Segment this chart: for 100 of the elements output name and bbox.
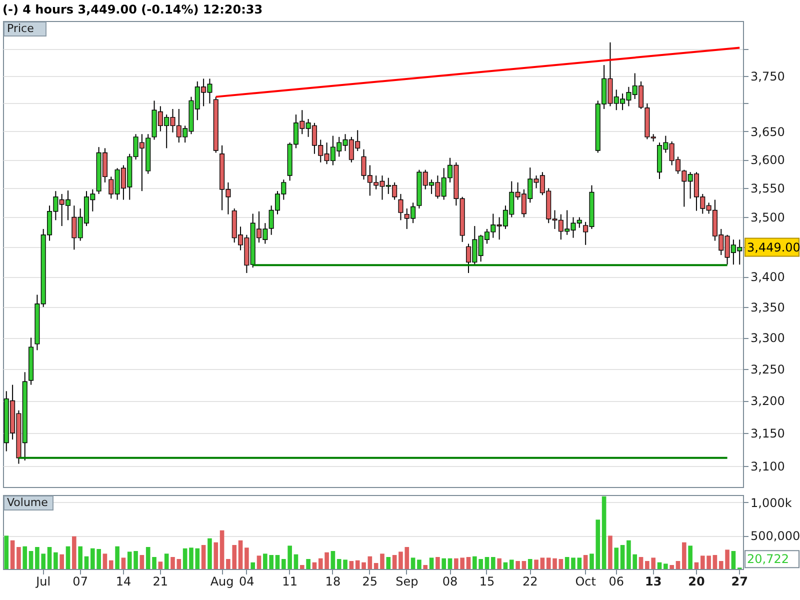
bar (220, 530, 224, 569)
bar (497, 558, 502, 569)
bar (164, 554, 169, 569)
bar (620, 545, 625, 569)
bar (275, 555, 280, 569)
bar (694, 562, 699, 569)
x-tick-label: 15 (479, 574, 495, 588)
text: 20,722 (747, 552, 789, 566)
y-tick-label: 3,300 (750, 331, 785, 346)
chart-title: Volume (7, 496, 48, 509)
bar (121, 558, 126, 569)
x-tick-label: Sep (396, 574, 418, 588)
bar (16, 547, 21, 569)
x-tick-label: Aug (210, 574, 234, 588)
bar (170, 557, 175, 569)
y-tick-label: 3,200 (750, 394, 785, 408)
bar (676, 561, 680, 569)
bar (522, 561, 526, 569)
bar (564, 557, 570, 569)
bar (250, 562, 256, 569)
bar (688, 546, 692, 569)
y-tick-label: 3,250 (750, 362, 785, 376)
bar (300, 565, 304, 569)
candlestick (398, 193, 404, 221)
x-tick-label: 27 (731, 574, 748, 588)
bar (712, 555, 718, 569)
y-tick-label: 3,750 (750, 69, 785, 84)
bar (182, 548, 188, 569)
y-tick-label: 3,400 (750, 270, 785, 284)
bar (731, 551, 736, 569)
bar (368, 556, 372, 569)
x-tick-label: Jul (35, 574, 51, 588)
x-tick-label: 06 (608, 574, 624, 588)
bar (448, 558, 452, 569)
x-tick-label: 20 (688, 574, 705, 588)
x-tick-label: 22 (522, 574, 538, 588)
bar (528, 559, 532, 569)
bar (410, 558, 416, 569)
bar (312, 562, 317, 569)
x-tick-label: Oct (575, 574, 596, 588)
x-tick-label: 04 (239, 574, 254, 588)
bar (108, 560, 114, 569)
bar (417, 560, 422, 569)
bar (102, 554, 108, 569)
bar (374, 563, 378, 569)
x-tick-label: 13 (645, 574, 662, 588)
y-tick-label: 1,000k (750, 496, 792, 510)
x-tick-label: 08 (442, 574, 458, 588)
bar (158, 562, 163, 569)
bar (503, 562, 508, 569)
bar (682, 542, 686, 569)
x-tick-label: 07 (72, 574, 88, 588)
bar (66, 546, 70, 569)
y-tick-label: 500,000 (750, 529, 800, 544)
bar (670, 565, 674, 569)
bar (429, 558, 434, 569)
bar (392, 555, 397, 569)
bar (256, 556, 262, 569)
bar (490, 557, 496, 569)
bar (608, 536, 612, 569)
y-tick-label: 3,600 (750, 153, 785, 168)
bar (509, 560, 514, 569)
bar (614, 548, 619, 569)
bar (78, 546, 82, 569)
bar (47, 547, 52, 569)
bar (484, 557, 490, 569)
y-tick-label: 3,150 (750, 426, 785, 440)
x-tick-label: 14 (116, 574, 132, 588)
bar (244, 548, 249, 569)
y-tick-label: 3,500 (750, 210, 785, 225)
bar (4, 536, 9, 569)
bar (72, 536, 76, 569)
y-tick-label: 3,550 (750, 182, 785, 196)
bar (386, 557, 391, 569)
bar (84, 556, 89, 569)
bar (238, 540, 243, 569)
bar (22, 546, 28, 569)
bar (442, 558, 446, 569)
bar (436, 557, 440, 569)
bar (516, 561, 520, 569)
bar (140, 555, 144, 569)
bar (306, 559, 310, 569)
chart-title: (-) 4 hours 3,449.00 (-0.14%) 12:20:33 (2, 2, 263, 16)
bar (214, 542, 218, 569)
bar (380, 554, 384, 569)
bar (423, 565, 428, 569)
bar (577, 558, 582, 569)
bar (10, 540, 15, 569)
bar (176, 559, 182, 569)
bar (540, 558, 545, 569)
y-tick-label: 3,650 (750, 124, 785, 139)
x-tick-label: 11 (282, 574, 298, 588)
x-tick-label: 25 (362, 574, 378, 588)
y-tick-label: 3,100 (750, 459, 785, 474)
bar (60, 554, 64, 569)
bar (54, 552, 58, 569)
bar (583, 555, 588, 569)
bar (208, 538, 212, 569)
bar (466, 557, 471, 569)
bar (28, 551, 34, 569)
